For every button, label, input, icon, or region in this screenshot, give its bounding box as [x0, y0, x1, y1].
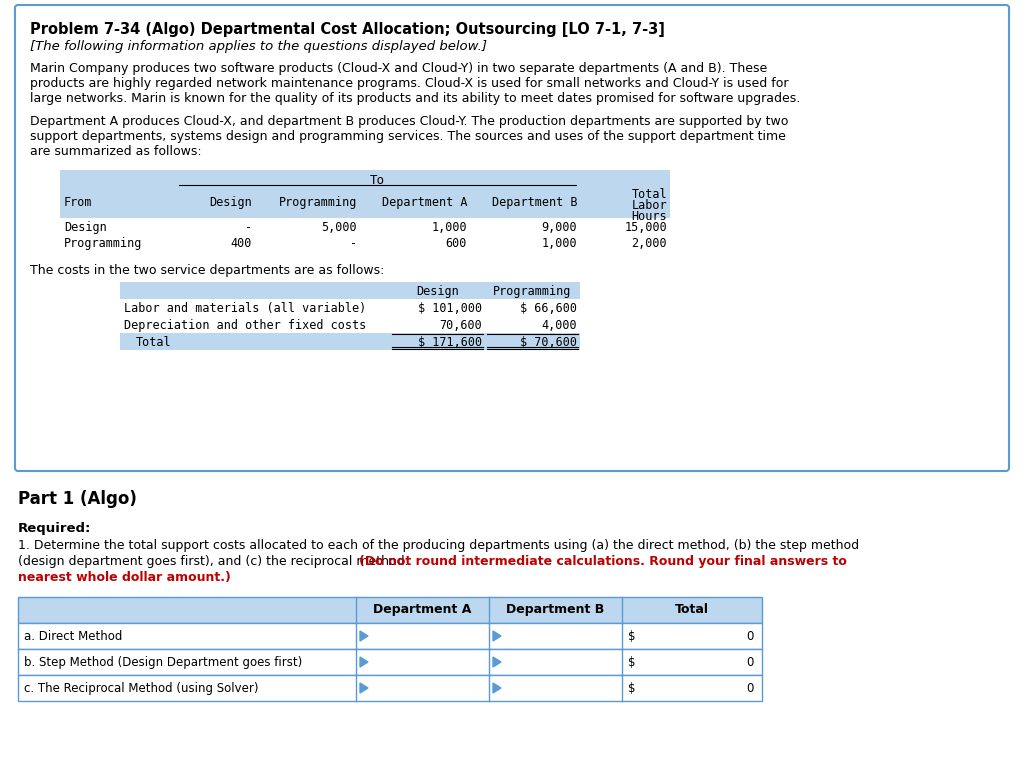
- Polygon shape: [493, 683, 501, 693]
- Text: Design: Design: [209, 196, 252, 209]
- Text: Department A produces Cloud-X, and department B produces Cloud-Y. The production: Department A produces Cloud-X, and depar…: [30, 115, 788, 128]
- Text: 0: 0: [746, 656, 754, 669]
- Bar: [18, 597, 762, 623]
- Text: 0: 0: [746, 630, 754, 643]
- Text: products are highly regarded network maintenance programs. Cloud-X is used for s: products are highly regarded network mai…: [30, 77, 788, 90]
- Text: Programming: Programming: [63, 237, 142, 250]
- Text: Problem 7-34 (Algo) Departmental Cost Allocation; Outsourcing [LO 7-1, 7-3]: Problem 7-34 (Algo) Departmental Cost Al…: [30, 22, 665, 37]
- Text: $ 70,600: $ 70,600: [520, 336, 577, 349]
- Bar: [120, 282, 580, 299]
- Text: Design: Design: [416, 285, 459, 298]
- Text: 5,000: 5,000: [322, 221, 357, 234]
- Bar: [120, 299, 580, 316]
- Bar: [18, 623, 762, 649]
- Text: Hours: Hours: [632, 210, 667, 223]
- Text: Total: Total: [136, 336, 172, 349]
- Text: The costs in the two service departments are as follows:: The costs in the two service departments…: [30, 264, 384, 277]
- Bar: [120, 333, 580, 350]
- Text: From: From: [63, 196, 92, 209]
- Bar: [18, 649, 762, 675]
- Text: Programming: Programming: [279, 196, 357, 209]
- Text: Part 1 (Algo): Part 1 (Algo): [18, 490, 137, 508]
- Text: -: -: [350, 237, 357, 250]
- Text: (Do not round intermediate calculations. Round your final answers to: (Do not round intermediate calculations.…: [359, 555, 847, 568]
- Polygon shape: [360, 657, 368, 667]
- Text: 2,000: 2,000: [632, 237, 667, 250]
- Text: Department A: Department A: [382, 196, 467, 209]
- Text: Total: Total: [675, 603, 709, 616]
- Text: Department A: Department A: [374, 603, 472, 616]
- Text: 70,600: 70,600: [439, 319, 482, 332]
- Polygon shape: [360, 683, 368, 693]
- Text: Depreciation and other fixed costs: Depreciation and other fixed costs: [124, 319, 367, 332]
- Bar: [18, 675, 762, 701]
- Text: Labor: Labor: [632, 199, 667, 212]
- Bar: [60, 170, 670, 218]
- Text: c. The Reciprocal Method (using Solver): c. The Reciprocal Method (using Solver): [24, 682, 258, 695]
- Text: support departments, systems design and programming services. The sources and us: support departments, systems design and …: [30, 130, 785, 143]
- Text: $ 101,000: $ 101,000: [418, 302, 482, 315]
- Bar: [120, 316, 580, 333]
- Text: Design: Design: [63, 221, 106, 234]
- Text: 9,000: 9,000: [542, 221, 577, 234]
- Text: Total: Total: [632, 188, 667, 201]
- Text: Marin Company produces two software products (Cloud-X and Cloud-Y) in two separa: Marin Company produces two software prod…: [30, 62, 767, 75]
- Text: [The following information applies to the questions displayed below.]: [The following information applies to th…: [30, 40, 487, 53]
- Text: 4,000: 4,000: [542, 319, 577, 332]
- Polygon shape: [360, 631, 368, 641]
- Text: -: -: [245, 221, 252, 234]
- Bar: [60, 218, 670, 234]
- Text: 15,000: 15,000: [625, 221, 667, 234]
- Text: a. Direct Method: a. Direct Method: [24, 630, 123, 643]
- Text: Required:: Required:: [18, 522, 91, 535]
- Text: $ 171,600: $ 171,600: [418, 336, 482, 349]
- Polygon shape: [493, 657, 501, 667]
- FancyBboxPatch shape: [15, 5, 1009, 471]
- Text: Department B: Department B: [507, 603, 604, 616]
- Text: $: $: [628, 656, 636, 669]
- Polygon shape: [493, 631, 501, 641]
- Text: b. Step Method (Design Department goes first): b. Step Method (Design Department goes f…: [24, 656, 302, 669]
- Text: 400: 400: [230, 237, 252, 250]
- Text: are summarized as follows:: are summarized as follows:: [30, 145, 202, 158]
- Text: 1,000: 1,000: [542, 237, 577, 250]
- Text: $ 66,600: $ 66,600: [520, 302, 577, 315]
- Text: Programming: Programming: [494, 285, 571, 298]
- Text: $: $: [628, 630, 636, 643]
- Text: nearest whole dollar amount.): nearest whole dollar amount.): [18, 571, 230, 584]
- Text: Labor and materials (all variable): Labor and materials (all variable): [124, 302, 367, 315]
- Text: 600: 600: [445, 237, 467, 250]
- Text: large networks. Marin is known for the quality of its products and its ability t: large networks. Marin is known for the q…: [30, 92, 800, 105]
- Text: Department B: Department B: [492, 196, 577, 209]
- Bar: [60, 234, 670, 250]
- Text: 0: 0: [746, 682, 754, 695]
- Text: 1. Determine the total support costs allocated to each of the producing departme: 1. Determine the total support costs all…: [18, 539, 859, 552]
- Text: $: $: [628, 682, 636, 695]
- Text: (design department goes first), and (c) the reciprocal method.: (design department goes first), and (c) …: [18, 555, 413, 568]
- Text: 1,000: 1,000: [431, 221, 467, 234]
- Text: To: To: [370, 174, 385, 187]
